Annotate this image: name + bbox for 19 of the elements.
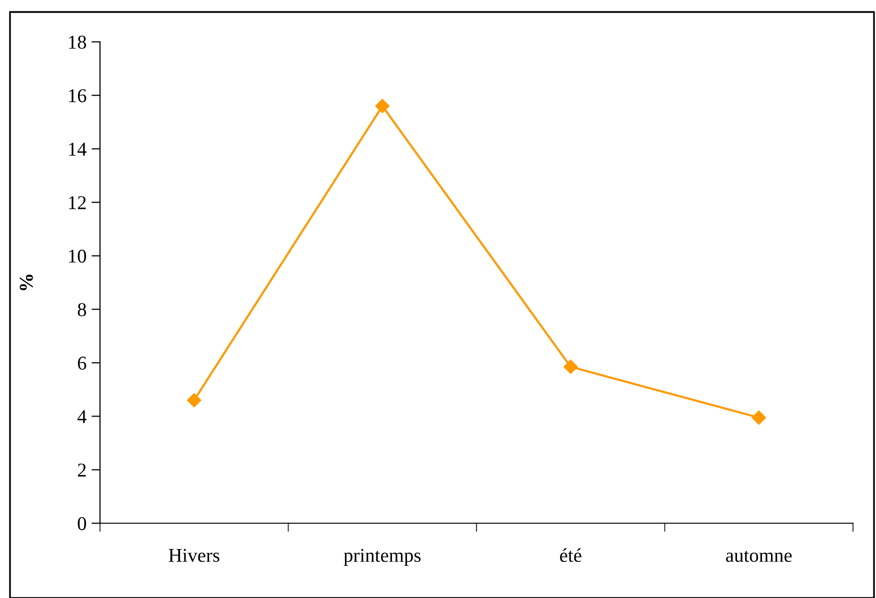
x-tick-label: printemps [344,548,421,566]
point [187,393,202,408]
y-tick-label: 0 [78,517,86,530]
y-tick-label: 10 [69,250,86,263]
y-axis-title: % [20,274,33,290]
x-tick-label: été [560,548,582,562]
x-tick-label: automne [726,550,792,562]
point [564,360,578,374]
y-tick-label: 14 [69,142,86,156]
point [375,98,390,114]
x-tick-label: Hivers [168,548,220,562]
point [752,410,766,425]
y-tick-label: 4 [77,410,86,424]
y-tick-label: 16 [69,89,86,102]
y-tick-label: 6 [78,356,86,370]
y-tick-label: 18 [69,36,86,49]
y-tick-label: 8 [78,303,86,316]
y-tick-label: 12 [69,196,86,210]
y-tick-label: 2 [78,464,86,477]
